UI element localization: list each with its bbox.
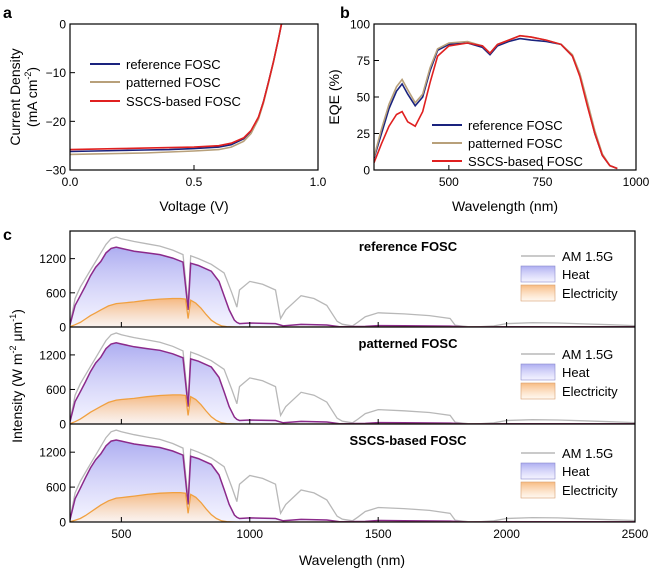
panel-label-c: c [3,227,12,244]
panel-b-ylabel: EQE (%) [326,69,342,124]
subpanel-2-heat-line [70,439,635,522]
subpanel-2-ytick-label-1: 600 [46,481,66,495]
subpanel-1-ytick-label-1: 600 [46,383,66,397]
panel-label-a: a [3,5,12,22]
panel-a-ticks: 0.0 0.5 1.0 −30 −20 −10 0 [46,18,327,190]
panel-c-series [70,236,635,522]
subpanel-2-ytick-label-0: 0 [59,516,66,530]
legend-c1-heat-swatch [520,265,556,283]
legend-c1-elec-text: Electricity [562,286,618,301]
legend-text-sscs: SSCS-based FOSC [126,94,241,109]
panel-c-frame [69,230,636,523]
panel-b-frame [373,23,637,171]
panel-label-b: b [340,5,350,22]
subpanel-0-ytick-label-1: 600 [46,286,66,300]
subpanel-2-xtick-label-3: 2000 [493,527,520,541]
subpanel-0-heat-line [70,246,635,327]
subpanel-0-elec-fill [70,298,635,327]
panel-a-xtick-label-1: 0.5 [186,175,203,189]
panel-b-ticks: 500 750 1000 0 25 50 75 100 [350,18,650,190]
legend-c2-elec-text: Electricity [562,384,618,399]
panel-a-ytick-label-3: 0 [59,18,66,32]
legend-c3-elec-text: Electricity [562,483,618,498]
subpanel-2-heat-fill [70,440,635,522]
panel-c-legend-1: AM 1.5G Heat Electricity [520,249,618,302]
legend-text-reference: reference FOSC [126,57,221,72]
subpanel-2-series [70,429,635,522]
subpanel-2-xtick-label-2: 1500 [365,527,392,541]
panel-a-xtick-label-2: 1.0 [310,175,327,189]
legend-b-text-patterned: patterned FOSC [468,136,563,151]
panel-c-ticks: 0 600 1200 0 600 1200 500 1000 1500 2000 2500 0 600 1… [39,252,648,541]
panel-b-ytick-label-0: 0 [363,164,370,178]
subpanel-title-sscs: SSCS-based FOSC [349,433,467,448]
panel-a-xlabel: Voltage (V) [159,198,228,214]
subpanel-0-elec-line [70,297,635,327]
panel-b-ytick-label-4: 100 [350,18,370,32]
panel-b-xtick-label-1: 750 [532,175,552,189]
panel-b-series [374,34,618,170]
panel-c: 0 600 1200 0 600 1200 500 1000 1500 2000 2500 0 600 1… [8,230,649,568]
subpanel-1-heat-line [70,342,635,424]
legend-c1-heat-text: Heat [562,267,590,282]
subpanel-0-series [70,236,635,327]
panel-a-ytick-label-2: −10 [46,66,67,80]
legend-c3-heat-swatch [520,462,556,480]
subpanel-0-ytick-label-2: 1200 [39,252,66,266]
panel-b-legend: reference FOSC patterned FOSC SSCS-based… [432,118,583,169]
subpanel-1-series [70,332,635,424]
subpanel-2-xtick-label-4: 2500 [622,527,649,541]
panel-a-ytick-label-0: −30 [46,164,67,178]
legend-c3-am15g-text: AM 1.5G [562,446,613,461]
panel-b-line-2 [374,34,618,170]
panel-b-xlabel: Wavelength (nm) [452,198,558,214]
subpanel-title-patterned: patterned FOSC [359,336,459,351]
panel-b-xtick-label-0: 500 [439,175,459,189]
panel-a-frame [69,23,319,171]
subpanel-1-elec-fill [70,394,635,424]
panel-a-xtick-label-0: 0.0 [62,175,79,189]
subpanel-2-xtick-label-1: 1000 [236,527,263,541]
panel-a-ylabel: Current Density [7,48,23,145]
legend-c3-heat-text: Heat [562,464,590,479]
subpanel-1-heat-fill [70,342,635,424]
panel-a-series [70,24,283,156]
legend-b-text-reference: reference FOSC [468,118,563,133]
legend-b-text-sscs: SSCS-based FOSC [468,154,583,169]
subpanel-1-elec-line [70,394,635,424]
legend-c2-heat-text: Heat [562,365,590,380]
panel-b-ytick-label-2: 50 [357,91,371,105]
panel-a-ytick-label-1: −20 [46,115,67,129]
subpanel-title-reference: reference FOSC [359,239,458,254]
panel-a-line-2 [70,24,283,151]
legend-c2-heat-swatch [520,363,556,381]
panel-c-legend-3: AM 1.5G Heat Electricity [520,446,618,499]
subpanel-1-ytick-label-2: 1200 [39,348,66,362]
panel-b: 500 750 1000 0 25 50 75 100 Wavelength (nm) EQE… [326,18,650,215]
subpanel-0-ytick-label-0: 0 [59,321,66,335]
subpanel-2-xtick-label-0: 500 [111,527,131,541]
subpanel-0-heat-fill [70,247,635,327]
legend-c1-elec-swatch [520,284,556,302]
legend-c3-elec-swatch [520,481,556,499]
legend-c2-elec-swatch [520,382,556,400]
panel-b-xtick-label-2: 1000 [623,175,650,189]
legend-c1-am15g-text: AM 1.5G [562,249,613,264]
panel-a-ylabel-units: (mA cm-2) [23,67,40,127]
subpanel-2-elec-line [70,491,635,522]
panel-a-legend: reference FOSC patterned FOSC SSCS-based… [90,57,241,109]
panel-c-legend-2: AM 1.5G Heat Electricity [520,347,618,400]
legend-text-patterned: patterned FOSC [126,75,221,90]
subpanel-2-ytick-label-2: 1200 [39,446,66,460]
panel-b-ytick-label-1: 25 [357,127,371,141]
panel-b-ytick-label-3: 75 [357,54,371,68]
subpanel-1-ytick-label-0: 0 [59,418,66,432]
panel-c-xlabel: Wavelength (nm) [299,552,405,568]
panel-c-ylabel: Intensity (W m-2 μm-1) [8,309,25,443]
panel-a: 0.0 0.5 1.0 −30 −20 −10 0 Voltage (V) Current … [7,18,327,215]
legend-c2-am15g-text: AM 1.5G [562,347,613,362]
